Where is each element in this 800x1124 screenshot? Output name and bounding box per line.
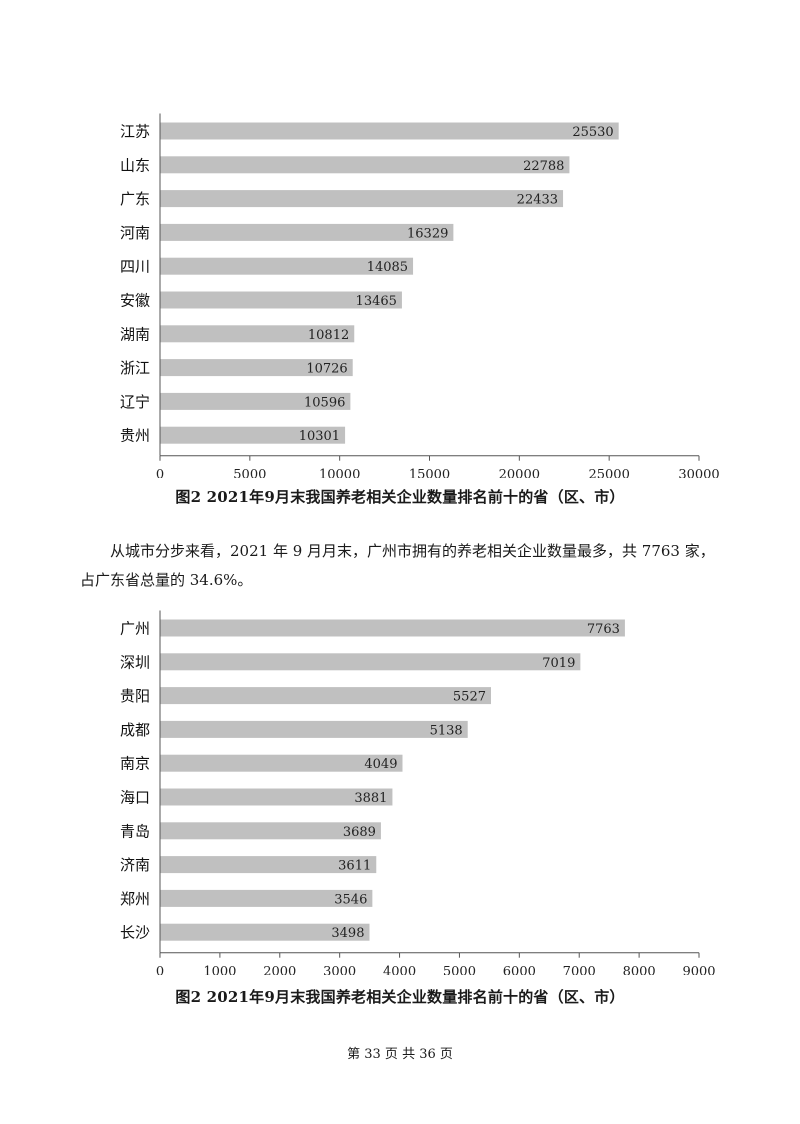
x-tick-label: 7000: [563, 965, 596, 975]
paragraph-line1: 从城市分步来看，2021 年 9 月月末，广州市拥有的养老相关企业数量最多，共 …: [110, 542, 715, 560]
x-tick-label: 1000: [203, 965, 236, 975]
category-label-广东: 广东: [120, 190, 150, 208]
category-label-南京: 南京: [120, 755, 150, 773]
bar-安徽: [160, 291, 402, 309]
x-tick-label: 0: [156, 965, 164, 975]
category-label-济南: 济南: [120, 856, 150, 874]
category-label-海口: 海口: [120, 789, 150, 807]
province-bar-chart-svg: 25530 江苏 22788 山东 22433 广东 16329 河南 14085 四川 13465…: [120, 113, 720, 483]
category-label-贵阳: 贵阳: [120, 687, 150, 705]
x-tick-label: 8000: [623, 965, 656, 975]
x-tick-label: 30000: [678, 468, 719, 478]
paragraph-line2: 占广东省总量的 34.6%。: [80, 571, 253, 589]
chart2-caption: 图2 2021年9月末我国养老相关企业数量排名前十的省（区、市）: [175, 988, 625, 1006]
x-tick-label: 4000: [383, 965, 416, 975]
bar-value-label: 22433: [517, 193, 558, 208]
bar-贵阳: [160, 687, 492, 705]
bar-value-label: 16329: [407, 226, 448, 241]
x-tick-label: 0: [156, 468, 164, 478]
x-tick-label: 25000: [588, 468, 629, 478]
category-label-青岛: 青岛: [120, 822, 150, 840]
x-tick-label: 15000: [409, 468, 450, 478]
bar-海口: [160, 788, 393, 806]
bar-value-label: 4049: [364, 757, 397, 772]
bar-value-label: 10812: [308, 328, 349, 343]
category-label-贵州: 贵州: [120, 427, 150, 445]
province-bar-chart: 25530 江苏 22788 山东 22433 广东 16329 河南 14085 四川 13465…: [0, 108, 800, 483]
bar-value-label: 10596: [304, 395, 345, 410]
city-distribution-paragraph: 从城市分步来看，2021 年 9 月月末，广州市拥有的养老相关企业数量最多，共 …: [80, 537, 730, 595]
bar-浙江: [160, 359, 353, 377]
bar-湖南: [160, 325, 355, 343]
bar-青岛: [160, 822, 381, 840]
bar-南京: [160, 754, 403, 772]
bar-value-label: 3689: [343, 825, 376, 840]
category-label-长沙: 长沙: [120, 924, 150, 942]
bar-value-label: 14085: [367, 260, 408, 275]
bar-value-label: 10301: [299, 429, 340, 444]
x-tick-label: 3000: [323, 965, 356, 975]
x-tick-label: 10000: [319, 468, 360, 478]
bar-辽宁: [160, 392, 351, 410]
bar-济南: [160, 856, 377, 874]
page-footer: 第 33 页 共 36 页: [347, 1047, 453, 1062]
category-label-成都: 成都: [120, 721, 150, 739]
bar-value-label: 22788: [523, 159, 564, 174]
x-tick-label: 9000: [682, 965, 715, 975]
bar-贵州: [160, 426, 346, 444]
bar-value-label: 5527: [453, 690, 486, 705]
category-label-河南: 河南: [120, 224, 150, 242]
bar-value-label: 10726: [306, 362, 347, 377]
city-bar-chart: 7763 广州 7019 深圳 5527 贵阳 5138 成都 4049 南京 3881 海口 3689…: [0, 605, 800, 980]
category-label-湖南: 湖南: [120, 325, 150, 343]
bar-山东: [160, 156, 570, 174]
chart1-caption: 图2 2021年9月末我国养老相关企业数量排名前十的省（区、市）: [175, 488, 625, 506]
bar-郑州: [160, 889, 373, 907]
bar-四川: [160, 257, 414, 275]
bar-value-label: 3881: [354, 791, 387, 806]
bar-成都: [160, 720, 468, 738]
bar-广东: [160, 190, 564, 208]
category-label-四川: 四川: [120, 258, 150, 276]
category-label-辽宁: 辽宁: [120, 393, 150, 411]
bar-value-label: 7763: [587, 622, 620, 637]
bar-value-label: 3546: [334, 892, 367, 907]
bar-value-label: 5138: [430, 723, 463, 738]
category-label-山东: 山东: [120, 156, 150, 174]
bar-value-label: 13465: [356, 294, 397, 309]
bar-value-label: 3611: [338, 859, 371, 874]
bar-value-label: 25530: [572, 125, 613, 140]
x-tick-label: 5000: [443, 965, 476, 975]
x-tick-label: 5000: [233, 468, 266, 478]
category-label-广州: 广州: [120, 620, 150, 638]
bar-长沙: [160, 923, 370, 941]
bar-江苏: [160, 122, 619, 140]
city-bar-chart-svg: 7763 广州 7019 深圳 5527 贵阳 5138 成都 4049 南京 3881 海口 3689…: [120, 610, 716, 980]
category-label-江苏: 江苏: [120, 123, 150, 141]
x-tick-label: 6000: [503, 965, 536, 975]
bar-value-label: 3498: [331, 926, 364, 941]
bar-广州: [160, 619, 625, 637]
bar-深圳: [160, 653, 581, 671]
category-label-安徽: 安徽: [120, 292, 150, 310]
x-tick-label: 2000: [263, 965, 296, 975]
bar-value-label: 7019: [542, 656, 575, 671]
category-label-郑州: 郑州: [120, 890, 150, 908]
category-label-深圳: 深圳: [120, 653, 150, 671]
x-tick-label: 20000: [499, 468, 540, 478]
bar-河南: [160, 223, 454, 241]
category-label-浙江: 浙江: [120, 359, 150, 377]
